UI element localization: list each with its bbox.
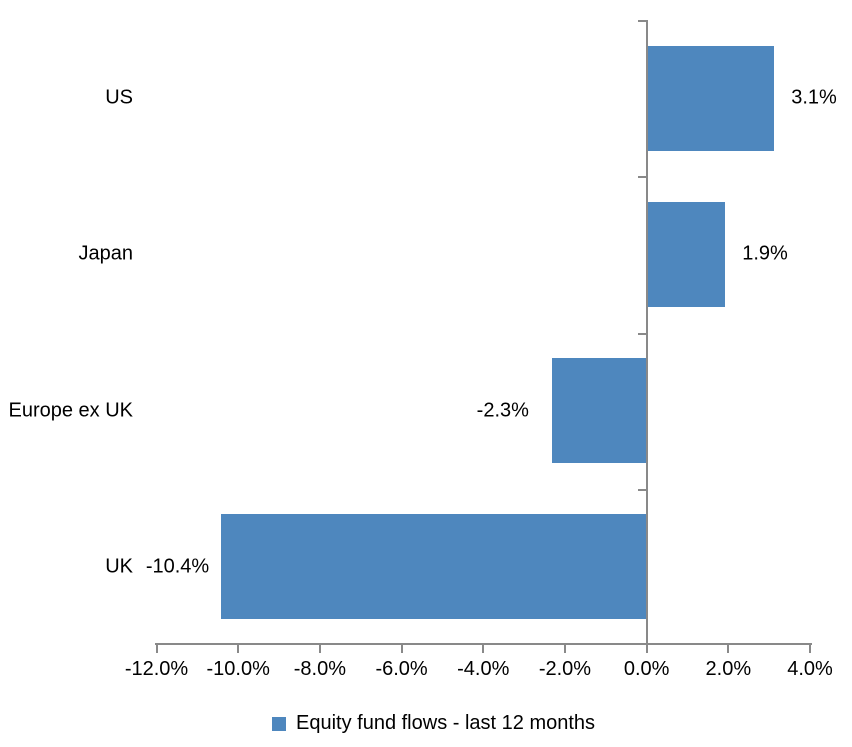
x-tick-label: 4.0% bbox=[787, 658, 833, 680]
bar-value-label: 1.9% bbox=[742, 242, 788, 265]
bar bbox=[647, 201, 726, 307]
category-label: Europe ex UK bbox=[8, 399, 133, 422]
x-axis-tick bbox=[318, 645, 321, 653]
x-tick-label: -8.0% bbox=[293, 658, 346, 680]
bar bbox=[647, 45, 775, 151]
x-axis-tick bbox=[645, 645, 648, 653]
category-label: Japan bbox=[78, 242, 134, 265]
bar bbox=[551, 358, 646, 464]
y-axis-line bbox=[645, 20, 648, 645]
x-tick-label: 2.0% bbox=[705, 658, 752, 680]
bar-value-label: -10.4% bbox=[145, 555, 210, 578]
bar-value-label: -2.3% bbox=[476, 399, 529, 422]
y-axis-tick bbox=[637, 20, 646, 22]
category-label: UK bbox=[105, 555, 133, 578]
x-tick-label: -2.0% bbox=[538, 658, 592, 680]
bar bbox=[220, 514, 646, 620]
y-axis-tick bbox=[637, 176, 646, 179]
x-axis-tick bbox=[482, 645, 485, 653]
bar-value-label: 3.1% bbox=[791, 86, 837, 109]
x-axis-line bbox=[155, 643, 812, 645]
x-axis-tick bbox=[563, 645, 566, 653]
x-tick-label: 0.0% bbox=[623, 658, 670, 680]
x-tick-label: -6.0% bbox=[375, 658, 428, 680]
legend: Equity fund flows - last 12 months bbox=[272, 712, 595, 735]
legend-label: Equity fund flows - last 12 months bbox=[296, 712, 596, 734]
x-tick-label: -4.0% bbox=[457, 658, 510, 680]
legend-swatch-icon bbox=[272, 716, 286, 731]
x-axis-tick bbox=[400, 645, 403, 653]
x-axis-tick bbox=[237, 645, 240, 653]
category-label: US bbox=[105, 86, 133, 109]
x-axis-tick bbox=[809, 645, 811, 653]
y-axis-tick bbox=[637, 332, 646, 335]
x-tick-label: -10.0% bbox=[206, 658, 270, 680]
y-axis-tick bbox=[637, 488, 646, 491]
x-tick-label: -12.0% bbox=[124, 658, 189, 680]
x-axis-tick bbox=[155, 645, 158, 653]
x-axis-tick bbox=[727, 645, 730, 653]
